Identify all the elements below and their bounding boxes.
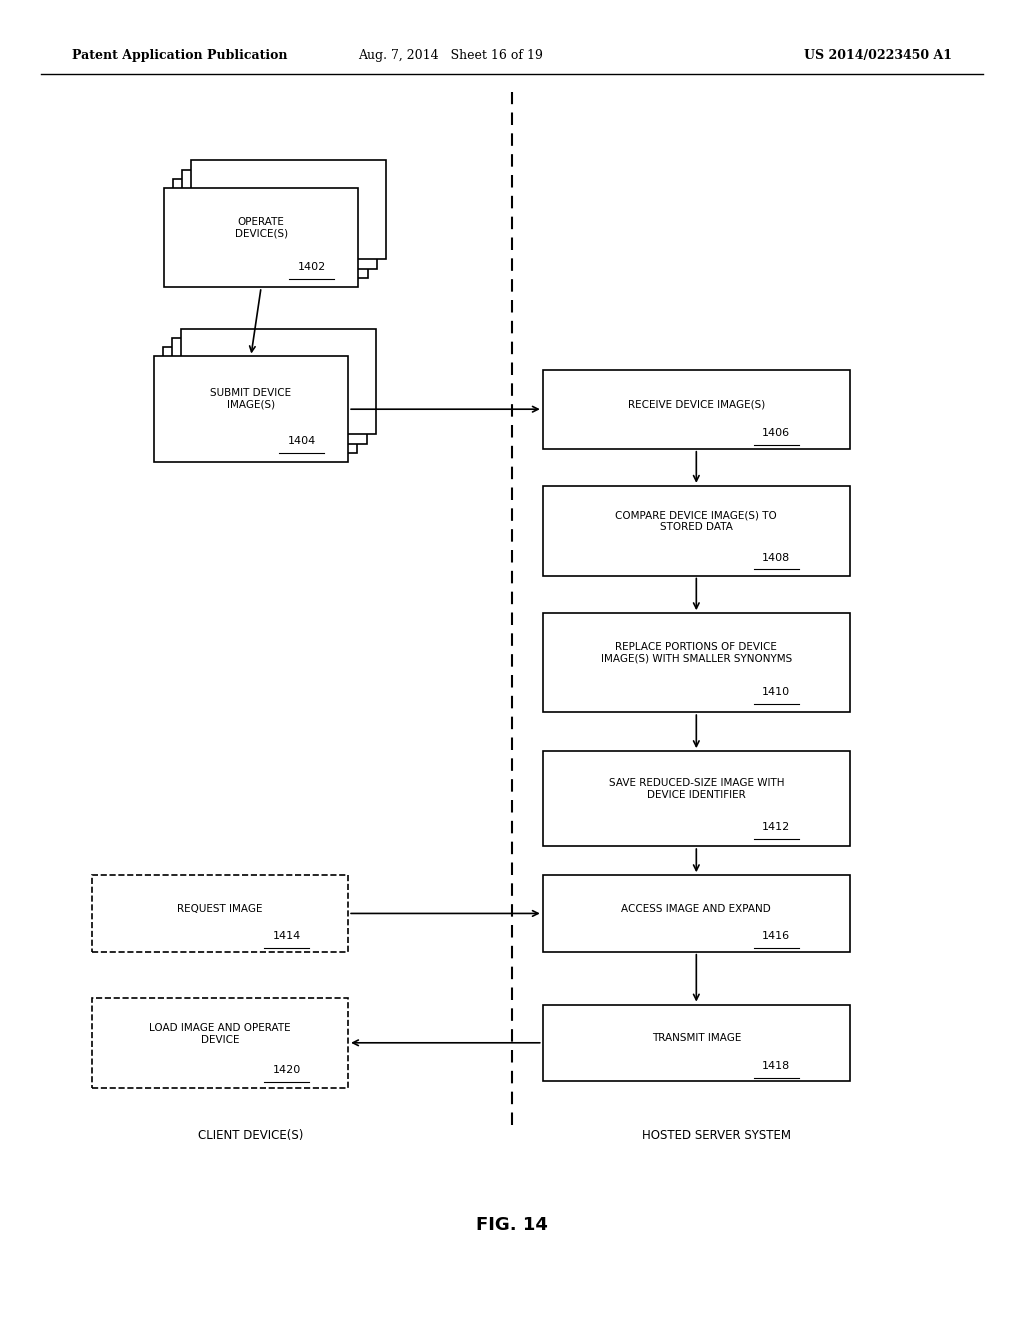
Bar — [543, 1005, 850, 1081]
Text: 1414: 1414 — [272, 932, 301, 941]
Bar — [543, 751, 850, 846]
Text: 1420: 1420 — [272, 1065, 301, 1074]
Text: RECEIVE DEVICE IMAGE(S): RECEIVE DEVICE IMAGE(S) — [628, 400, 765, 409]
Text: Aug. 7, 2014   Sheet 16 of 19: Aug. 7, 2014 Sheet 16 of 19 — [358, 49, 543, 62]
Bar — [173, 180, 368, 279]
Text: REQUEST IMAGE: REQUEST IMAGE — [177, 904, 263, 913]
Text: 1408: 1408 — [762, 553, 791, 562]
Bar — [181, 329, 376, 434]
Text: TRANSMIT IMAGE: TRANSMIT IMAGE — [651, 1034, 741, 1043]
Text: 1418: 1418 — [762, 1061, 791, 1071]
Text: CLIENT DEVICE(S): CLIENT DEVICE(S) — [199, 1129, 303, 1142]
Text: HOSTED SERVER SYSTEM: HOSTED SERVER SYSTEM — [642, 1129, 792, 1142]
Bar — [92, 998, 348, 1088]
Text: 1402: 1402 — [298, 263, 326, 272]
Text: 1412: 1412 — [762, 822, 791, 832]
Text: COMPARE DEVICE IMAGE(S) TO
STORED DATA: COMPARE DEVICE IMAGE(S) TO STORED DATA — [615, 511, 777, 532]
Text: Patent Application Publication: Patent Application Publication — [72, 49, 287, 62]
Bar — [154, 356, 348, 462]
Text: ACCESS IMAGE AND EXPAND: ACCESS IMAGE AND EXPAND — [622, 904, 771, 913]
Bar — [191, 161, 386, 260]
Text: 1410: 1410 — [762, 688, 791, 697]
Text: 1416: 1416 — [762, 932, 791, 941]
Text: REPLACE PORTIONS OF DEVICE
IMAGE(S) WITH SMALLER SYNONYMS: REPLACE PORTIONS OF DEVICE IMAGE(S) WITH… — [601, 642, 792, 664]
Bar — [543, 486, 850, 576]
Bar — [163, 347, 357, 453]
Bar — [164, 189, 358, 288]
Bar — [543, 370, 850, 449]
Text: US 2014/0223450 A1: US 2014/0223450 A1 — [804, 49, 952, 62]
Bar — [543, 875, 850, 952]
Bar — [543, 612, 850, 713]
Text: FIG. 14: FIG. 14 — [476, 1216, 548, 1234]
Bar — [182, 170, 377, 269]
Text: LOAD IMAGE AND OPERATE
DEVICE: LOAD IMAGE AND OPERATE DEVICE — [150, 1023, 291, 1044]
Bar — [92, 875, 348, 952]
Text: 1404: 1404 — [288, 436, 315, 446]
Bar — [172, 338, 367, 444]
Text: SUBMIT DEVICE
IMAGE(S): SUBMIT DEVICE IMAGE(S) — [210, 388, 292, 409]
Text: OPERATE
DEVICE(S): OPERATE DEVICE(S) — [234, 216, 288, 239]
Text: 1406: 1406 — [762, 428, 791, 438]
Text: SAVE REDUCED-SIZE IMAGE WITH
DEVICE IDENTIFIER: SAVE REDUCED-SIZE IMAGE WITH DEVICE IDEN… — [608, 779, 784, 800]
